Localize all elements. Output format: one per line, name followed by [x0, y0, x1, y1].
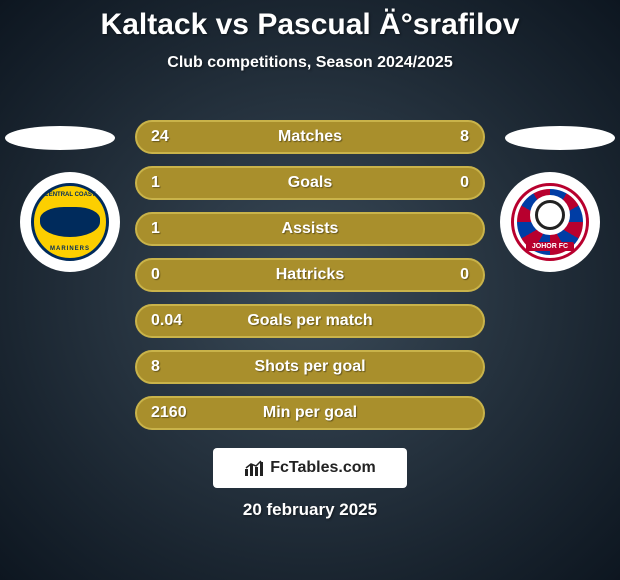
- stat-label: Goals per match: [201, 312, 419, 330]
- stat-left-value: 0.04: [151, 312, 201, 330]
- johor-center-icon: [530, 195, 570, 235]
- watermark-text: FcTables.com: [270, 459, 376, 477]
- stat-label: Matches: [201, 128, 419, 146]
- right-team-badge: JOHOR FC: [500, 172, 600, 272]
- stat-row: 0Hattricks0: [135, 258, 485, 292]
- stat-label: Hattricks: [201, 266, 419, 284]
- stat-label: Goals: [201, 174, 419, 192]
- johor-crest: JOHOR FC: [511, 183, 589, 261]
- stat-row: 1Assists: [135, 212, 485, 246]
- stat-row: 2160Min per goal: [135, 396, 485, 430]
- watermark: FcTables.com: [213, 448, 407, 488]
- stat-left-value: 1: [151, 220, 201, 238]
- left-team-badge: CENTRAL COAST MARINERS: [20, 172, 120, 272]
- gear-icon: [535, 200, 565, 230]
- stat-left-value: 1: [151, 174, 201, 192]
- stat-row: 1Goals0: [135, 166, 485, 200]
- stat-left-value: 24: [151, 128, 201, 146]
- left-ellipse-decor: [5, 126, 115, 150]
- chart-icon: [244, 459, 264, 477]
- stat-left-value: 0: [151, 266, 201, 284]
- date-text: 20 february 2025: [0, 500, 620, 520]
- stat-row: 0.04Goals per match: [135, 304, 485, 338]
- mariners-top-text: CENTRAL COAST: [44, 192, 95, 198]
- subtitle: Club competitions, Season 2024/2025: [0, 54, 620, 72]
- johor-label: JOHOR FC: [526, 242, 574, 251]
- stat-right-value: 0: [419, 174, 469, 192]
- mariners-crest: CENTRAL COAST MARINERS: [31, 183, 109, 261]
- stat-label: Min per goal: [201, 404, 419, 422]
- stat-row: 8Shots per goal: [135, 350, 485, 384]
- stat-left-value: 8: [151, 358, 201, 376]
- stat-left-value: 2160: [151, 404, 201, 422]
- mariners-bot-text: MARINERS: [50, 246, 90, 252]
- mariners-wave-icon: [40, 207, 100, 237]
- stat-label: Assists: [201, 220, 419, 238]
- stats-container: 24Matches81Goals01Assists0Hattricks00.04…: [135, 120, 485, 442]
- page-title: Kaltack vs Pascual Ä°srafilov: [0, 0, 620, 42]
- stat-right-value: 8: [419, 128, 469, 146]
- stat-right-value: 0: [419, 266, 469, 284]
- stat-row: 24Matches8: [135, 120, 485, 154]
- right-ellipse-decor: [505, 126, 615, 150]
- stat-label: Shots per goal: [201, 358, 419, 376]
